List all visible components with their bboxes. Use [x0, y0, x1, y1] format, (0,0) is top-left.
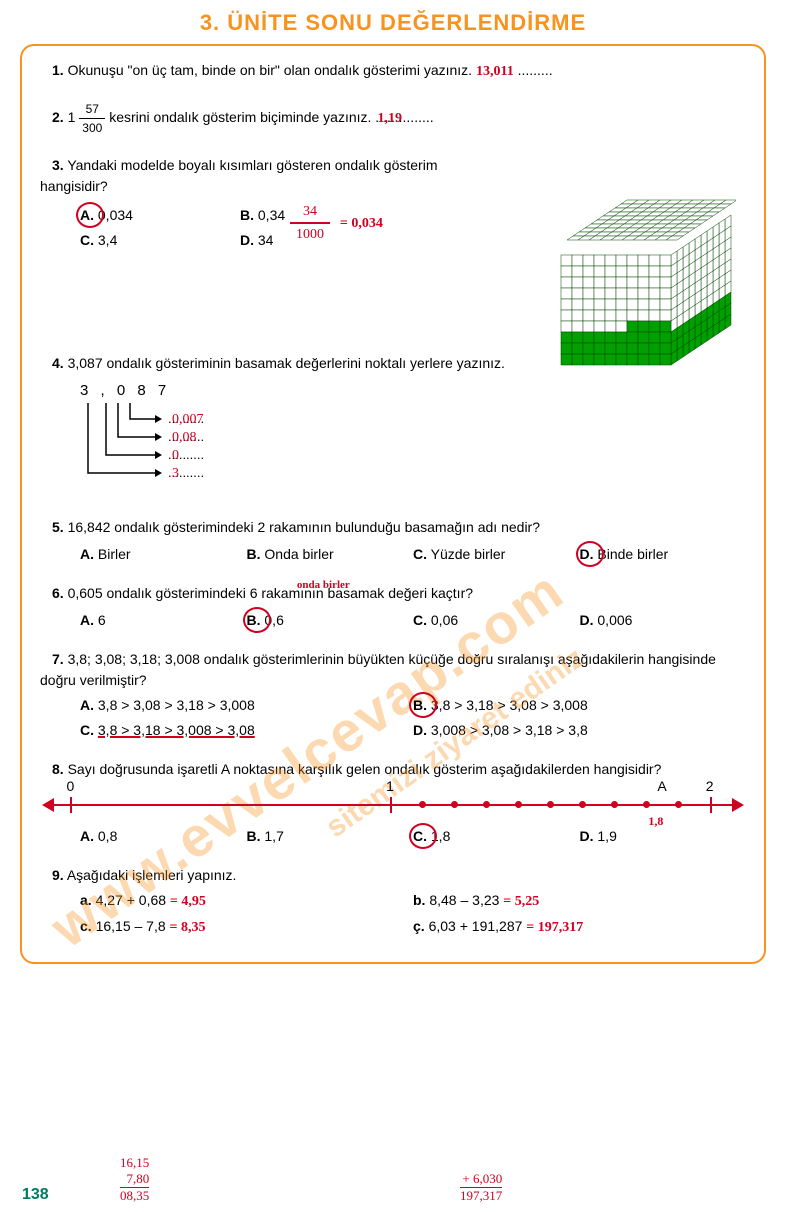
q7-optB-l: B.: [413, 695, 427, 716]
q1-text: Okunuşu "on üç tam, binde on bir" olan o…: [68, 62, 476, 78]
q7-optB-v: 3,8 > 3,18 > 3,08 > 3,008: [431, 697, 588, 713]
q5-optB-l: B.: [247, 546, 261, 562]
q7-text: 3,8; 3,08; 3,18; 3,008 ondalık gösteriml…: [40, 651, 716, 688]
q3-optA-label: A.: [80, 205, 94, 226]
q9-c-ans: = 8,35: [170, 920, 206, 935]
q3-work-num: 34: [290, 201, 330, 224]
q3-optD-val: 34: [258, 232, 274, 248]
q9-c-l: c.: [80, 918, 92, 934]
q7-optA-l: A.: [80, 697, 94, 713]
q3-work-den: 1000: [290, 224, 330, 245]
q3-optD-label: D.: [240, 232, 254, 248]
q9-d-expr: 6,03 + 191,287: [429, 918, 523, 934]
q9-d-ans: = 197,317: [526, 920, 583, 935]
svg-text:0,08: 0,08: [172, 430, 197, 445]
q6-optD-v: 0,006: [597, 612, 632, 628]
q7-optA-v: 3,8 > 3,08 > 3,18 > 3,008: [98, 697, 255, 713]
q4-text: 3,087 ondalık gösteriminin basamak değer…: [68, 355, 505, 371]
q9-b-l: b.: [413, 892, 425, 908]
q9-a-expr: 4,27 + 0,68: [96, 892, 166, 908]
q3-text: Yandaki modelde boyalı kısımları göstere…: [40, 157, 437, 194]
working-right: + 6,030 197,317: [460, 1171, 502, 1204]
q8-optB-l: B.: [247, 828, 261, 844]
page-number: 138: [22, 1186, 49, 1204]
q3-optB-val: 0,34: [258, 207, 285, 223]
q6-optB-l: B.: [247, 610, 261, 631]
q1-dots: .........: [518, 62, 553, 78]
q6-note: onda birler: [297, 579, 350, 591]
q3-num: 3.: [52, 157, 64, 173]
q9-b-ans: = 5,25: [503, 894, 539, 909]
question-1: 1. Okunuşu "on üç tam, binde on bir" ola…: [40, 60, 746, 82]
q7-num: 7.: [52, 651, 64, 667]
question-6: 6. 0,605 ondalık gösterimindeki 6 rakamı…: [40, 583, 746, 631]
q1-num: 1.: [52, 62, 64, 78]
q3-optC-label: C.: [80, 232, 94, 248]
q2-pre: 1: [68, 109, 76, 125]
question-9: 9. Aşağıdaki işlemleri yapınız. a. 4,27 …: [40, 865, 746, 938]
q9-text: Aşağıdaki işlemleri yapınız.: [67, 867, 237, 883]
q5-num: 5.: [52, 519, 64, 535]
q2-num: 2.: [52, 109, 64, 125]
page-title: 3. ÜNİTE SONU DEĞERLENDİRME: [0, 0, 786, 36]
q6-optA-l: A.: [80, 612, 94, 628]
q8-optA-l: A.: [80, 828, 94, 844]
q3-work-eq: = 0,034: [340, 216, 383, 231]
q6-optD-l: D.: [580, 612, 594, 628]
q5-optA-v: Birler: [98, 546, 131, 562]
q8-optD-l: D.: [580, 828, 594, 844]
q9-b-expr: 8,48 – 3,23: [429, 892, 499, 908]
q7-optD-l: D.: [413, 722, 427, 738]
q6-text: 0,605 ondalık gösterimindeki 6 rakamının…: [68, 585, 473, 601]
question-7: 7. 3,8; 3,08; 3,18; 3,008 ondalık göster…: [40, 649, 746, 741]
q4-arrows: ..........0,007..........0,08..........0…: [80, 403, 280, 493]
q6-optA-v: 6: [98, 612, 106, 628]
q8-num: 8.: [52, 761, 64, 777]
svg-text:0,007: 0,007: [172, 412, 204, 427]
question-3: 3. Yandaki modelde boyalı kısımları göst…: [40, 155, 746, 335]
q2-frac-num: 57: [79, 100, 105, 119]
q8-optD-v: 1,9: [597, 828, 616, 844]
question-2: 2. 1 57 300 kesrini ondalık gösterim biç…: [40, 100, 746, 137]
q5-optD-v: Binde birler: [597, 546, 668, 562]
cube-model: [506, 195, 736, 395]
content-box: www.evvelcevap.com sitemizi ziyaret edin…: [20, 44, 766, 964]
q5-optA-l: A.: [80, 546, 94, 562]
svg-text:0: 0: [172, 448, 179, 463]
q7-optC-l: C.: [80, 722, 94, 738]
q4-num: 4.: [52, 355, 64, 371]
q6-optC-l: C.: [413, 612, 427, 628]
q2-answer: 1,19: [378, 111, 403, 126]
q9-a-l: a.: [80, 892, 92, 908]
q5-optD-l: D.: [580, 544, 594, 565]
q9-a-ans: = 4,95: [170, 894, 206, 909]
number-line: 01A21,8: [50, 790, 736, 820]
q2-frac-den: 300: [79, 119, 105, 137]
q5-optC-v: Yüzde birler: [431, 546, 506, 562]
q2-fraction: 57 300: [79, 100, 105, 137]
question-5: 5. 16,842 ondalık gösterimindeki 2 rakam…: [40, 517, 746, 565]
q6-num: 6.: [52, 585, 64, 601]
svg-text:3: 3: [172, 466, 179, 481]
q8-optC-l: C.: [413, 826, 427, 847]
q7-optC-v: 3,8 > 3,18 > 3,008 > 3,08: [98, 722, 255, 738]
q3-working: 34 1000 = 0,034: [290, 201, 383, 245]
q5-optC-l: C.: [413, 546, 427, 562]
working-left: 16,15 7,80 08,35: [120, 1155, 149, 1204]
q8-text: Sayı doğrusunda işaretli A noktasına kar…: [68, 761, 662, 777]
q5-text: 16,842 ondalık gösterimindeki 2 rakamını…: [68, 519, 540, 535]
q1-answer: 13,011: [476, 64, 514, 79]
question-8: 8. Sayı doğrusunda işaretli A noktasına …: [40, 759, 746, 847]
q8-optB-v: 1,7: [264, 828, 283, 844]
q3-optB-label: B.: [240, 207, 254, 223]
q9-num: 9.: [52, 867, 64, 883]
q9-d-l: ç.: [413, 918, 425, 934]
q7-optD-v: 3,008 > 3,08 > 3,18 > 3,8: [431, 722, 588, 738]
q3-optC-val: 3,4: [98, 232, 117, 248]
q6-optC-v: 0,06: [431, 612, 458, 628]
q5-optB-v: Onda birler: [264, 546, 333, 562]
q9-c-expr: 16,15 – 7,8: [96, 918, 166, 934]
q8-optA-v: 0,8: [98, 828, 117, 844]
